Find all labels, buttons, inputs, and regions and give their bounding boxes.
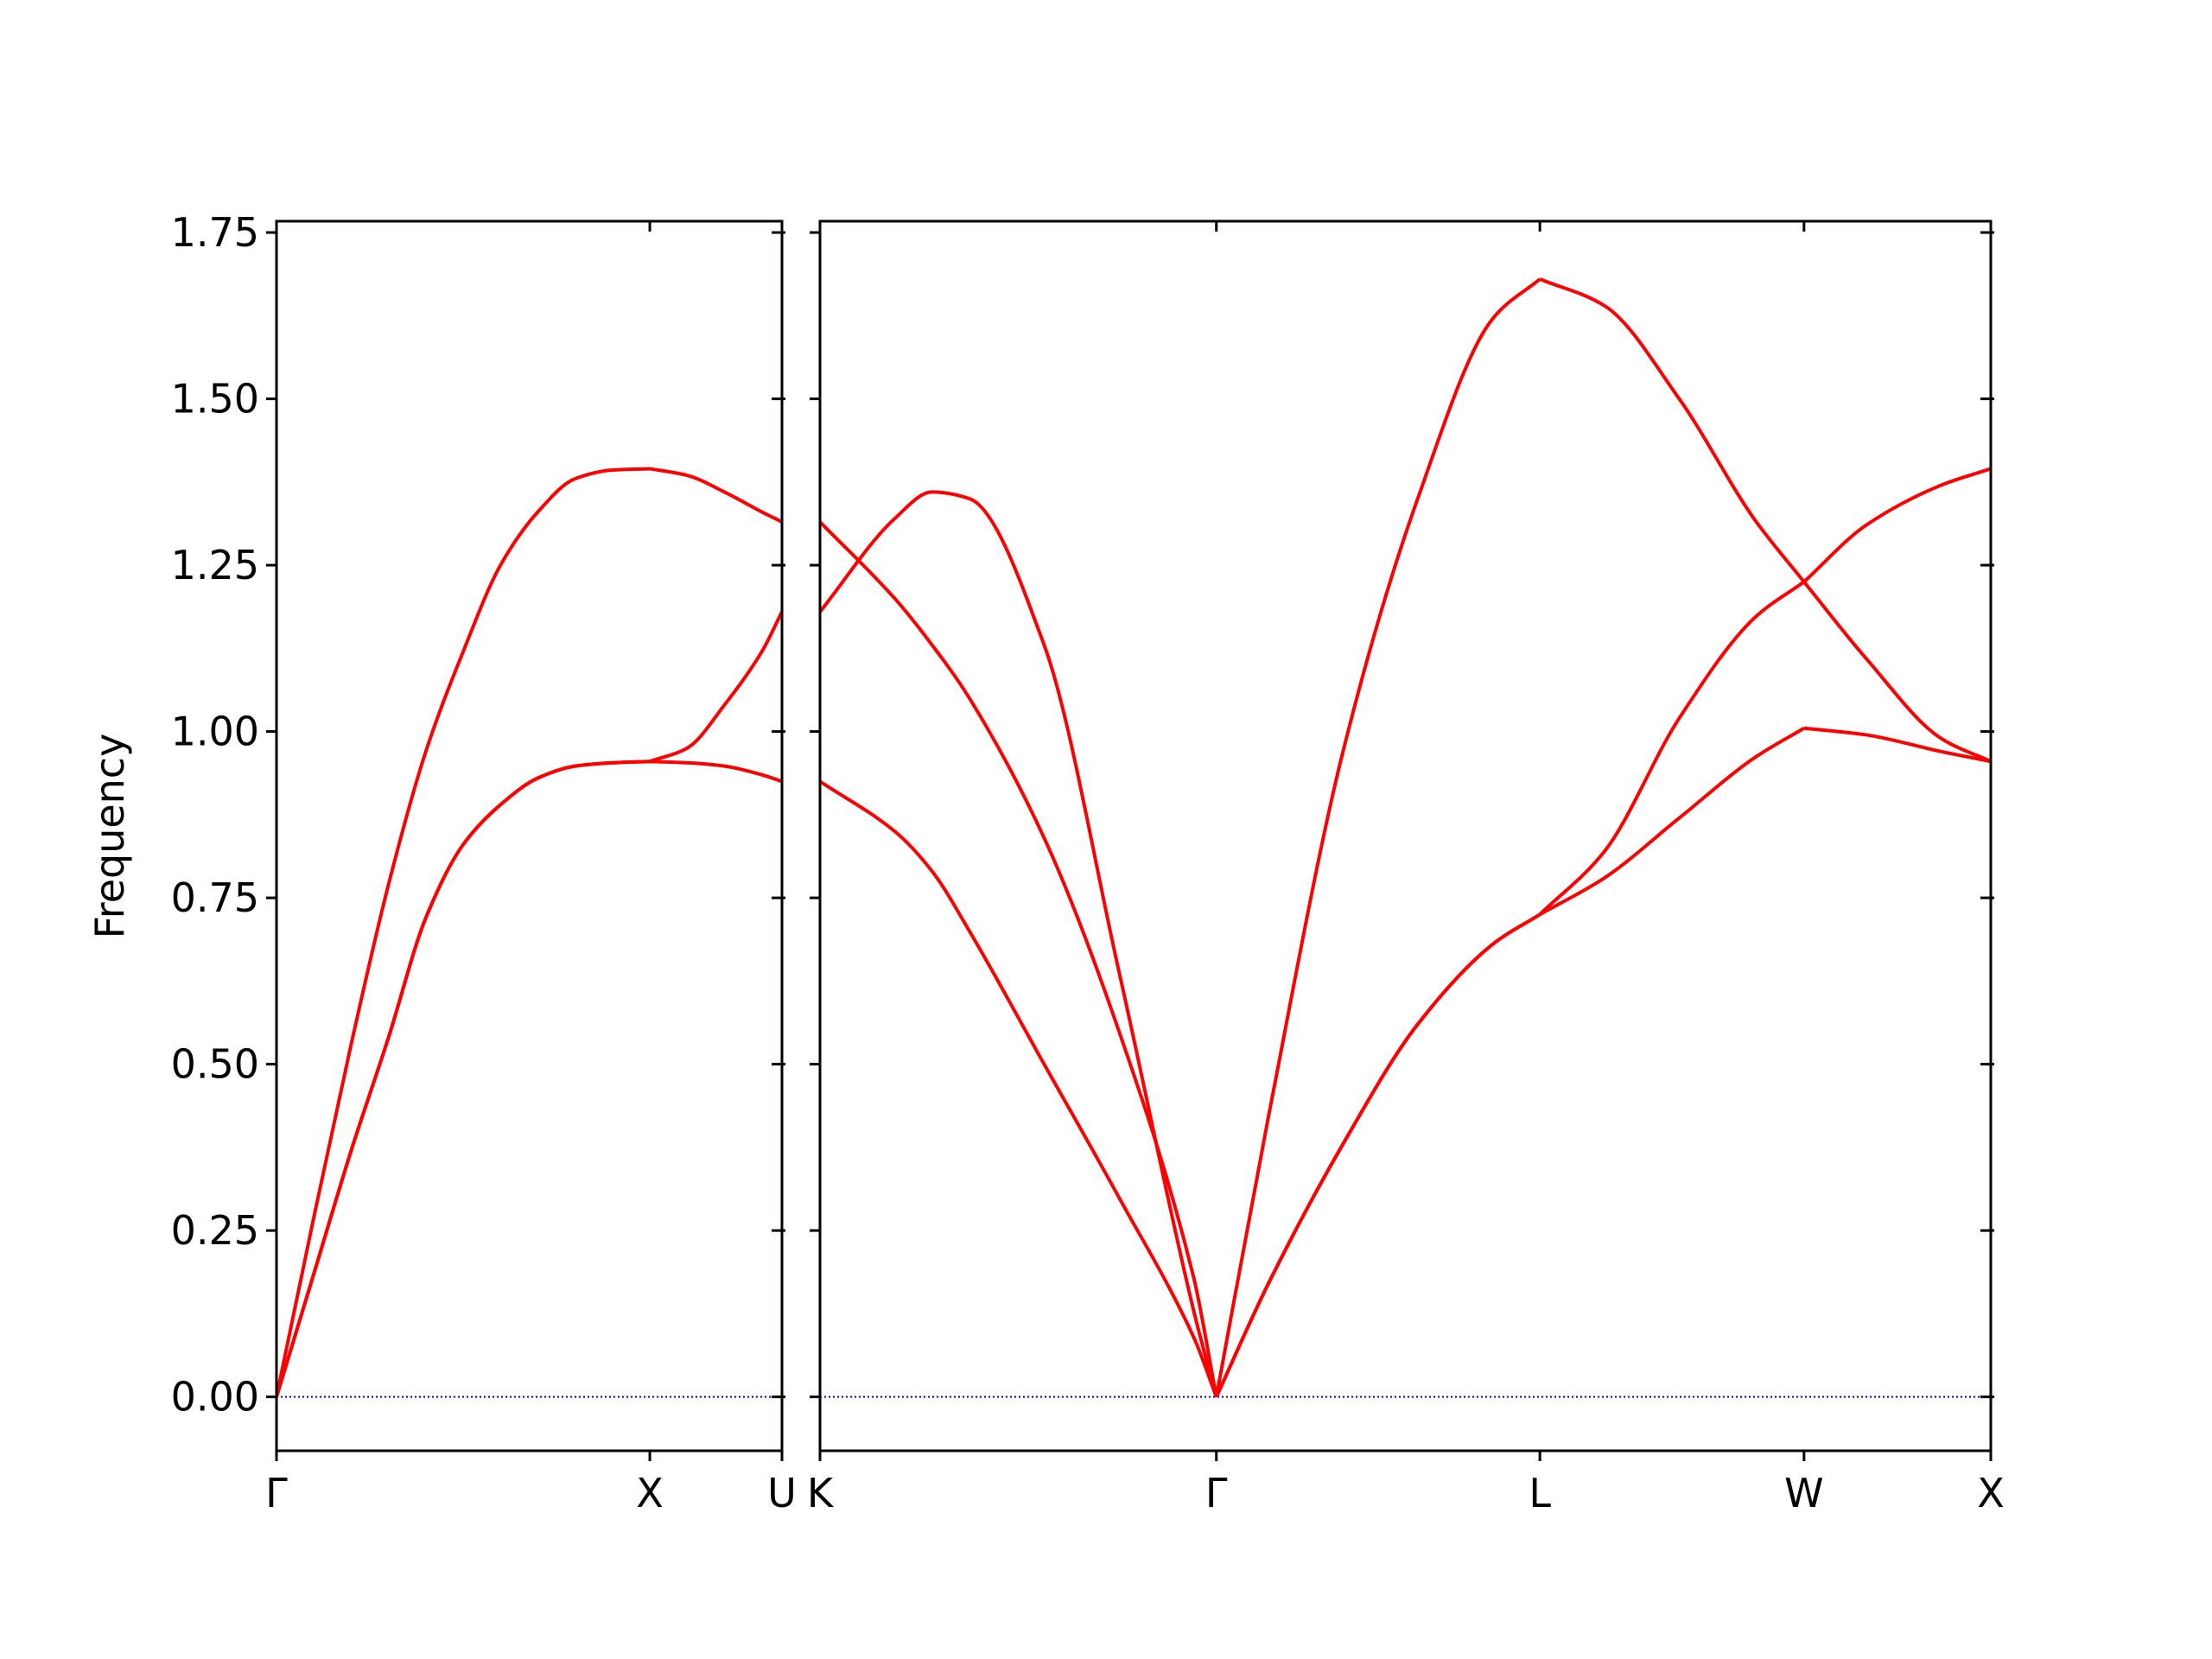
y-tick-label: 0.50 — [171, 1041, 259, 1088]
plot-frame — [275, 219, 784, 1452]
y-tick-label: 0.75 — [171, 874, 259, 921]
band-line — [275, 467, 783, 1398]
x-tick-label: X — [636, 1470, 664, 1516]
plot-frame — [818, 219, 1993, 1452]
y-tick-label: 0.25 — [171, 1207, 259, 1254]
band-line — [818, 726, 1992, 1398]
x-tick-label: Γ — [265, 1470, 288, 1516]
band-line — [275, 611, 784, 1398]
y-tick-label: 1.50 — [171, 376, 259, 423]
y-tick-label: 1.25 — [171, 542, 259, 588]
band-line — [275, 760, 783, 1398]
band-line — [818, 520, 1992, 1398]
x-tick-label: U — [767, 1470, 797, 1516]
y-tick-label: 0.00 — [171, 1374, 259, 1421]
x-tick-label: Γ — [1205, 1470, 1228, 1516]
band-line — [818, 277, 1992, 1398]
y-tick-label: 1.75 — [171, 209, 259, 256]
x-tick-label: L — [1529, 1470, 1551, 1516]
y-axis-label: Frequency — [86, 734, 133, 939]
x-tick-label: W — [1784, 1470, 1823, 1516]
y-tick-label: 1.00 — [171, 709, 259, 755]
x-tick-label: K — [807, 1470, 835, 1516]
x-tick-label: X — [1977, 1470, 2005, 1516]
